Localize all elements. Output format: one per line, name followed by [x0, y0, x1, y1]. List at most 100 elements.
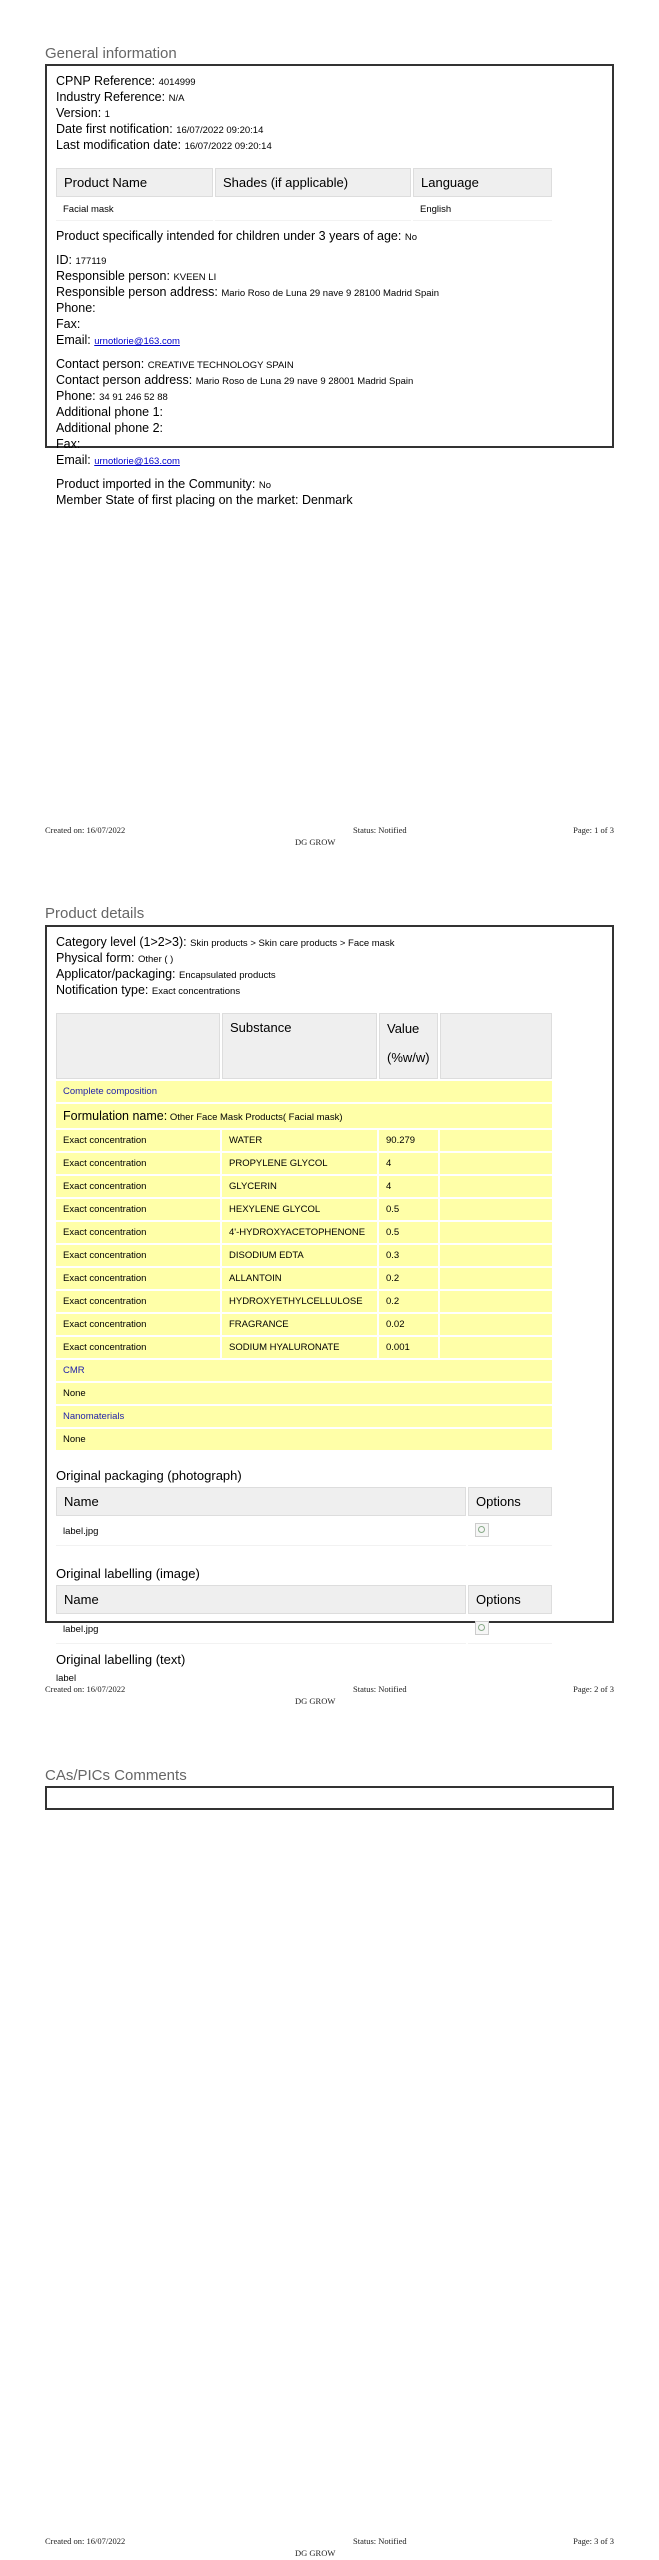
- contact-field: Phone: 34 91 246 52 88: [56, 389, 168, 403]
- contact-field: Contact person address: Mario Roso de Lu…: [56, 373, 414, 387]
- responsible-field: Fax:: [56, 317, 81, 331]
- substance-name: GLYCERIN: [222, 1176, 377, 1197]
- contact-field: Additional phone 2:: [56, 421, 164, 435]
- section-title-general: General information: [45, 45, 177, 62]
- product-field: Notification type: Exact concentrations: [56, 983, 241, 997]
- formulation-name: Formulation name: Other Face Mask Produc…: [56, 1104, 552, 1128]
- packaging-file-name: label.jpg: [56, 1518, 466, 1546]
- substance-name: HYDROXYETHYLCELLULOSE: [222, 1291, 377, 1312]
- labelling-image-title: Original labelling (image): [56, 1566, 200, 1581]
- labelling-text-value: label: [56, 1673, 77, 1684]
- magnify-view-icon[interactable]: [475, 1621, 489, 1635]
- shades-cell: [215, 199, 411, 221]
- composition-row: Exact concentration 4'-HYDROXYACETOPHENON…: [56, 1222, 552, 1243]
- substance-value: 0.001: [379, 1337, 438, 1358]
- contact-field: Contact person: CREATIVE TECHNOLOGY SPAI…: [56, 357, 294, 371]
- concentration-type: Exact concentration: [56, 1245, 220, 1266]
- cmr-label: CMR: [56, 1360, 552, 1381]
- table-row: label.jpg: [56, 1518, 552, 1546]
- general-field: Last modification date: 16/07/2022 09:20…: [56, 138, 272, 152]
- substance-value: 4: [379, 1176, 438, 1197]
- composition-row: Exact concentration HEXYLENE GLYCOL 0.5: [56, 1199, 552, 1220]
- substance-value: 0.3: [379, 1245, 438, 1266]
- children-field: Product specifically intended for childr…: [56, 229, 417, 243]
- substance-name: 4'-HYDROXYACETOPHENONE: [222, 1222, 377, 1243]
- concentration-type: Exact concentration: [56, 1153, 220, 1174]
- substance-name: DISODIUM EDTA: [222, 1245, 377, 1266]
- composition-row: Exact concentration HYDROXYETHYLCELLULOSE…: [56, 1291, 552, 1312]
- labelling-file-name: label.jpg: [56, 1616, 466, 1644]
- general-field: CPNP Reference: 4014999: [56, 74, 196, 88]
- concentration-type: Exact concentration: [56, 1199, 220, 1220]
- substance-name: WATER: [222, 1130, 377, 1151]
- composition-row: Exact concentration PROPYLENE GLYCOL 4: [56, 1153, 552, 1174]
- contact-email-field: Email: urnotlorie@163.com: [56, 453, 180, 467]
- header-substance: Substance: [222, 1013, 377, 1079]
- product-field: Physical form: Other ( ): [56, 951, 174, 965]
- concentration-type: Exact concentration: [56, 1176, 220, 1197]
- responsible-field: Responsible person: KVEEN LI: [56, 269, 217, 283]
- contact-field: Additional phone 1:: [56, 405, 164, 419]
- product-field: Applicator/packaging: Encapsulated produ…: [56, 967, 276, 981]
- general-info-box: CPNP Reference: 4014999 Industry Referenc…: [45, 64, 614, 507]
- complete-composition-label: Complete composition: [56, 1081, 552, 1102]
- header-language: Language: [413, 168, 552, 197]
- composition-row: Exact concentration DISODIUM EDTA 0.3: [56, 1245, 552, 1266]
- table-row: label.jpg: [56, 1616, 552, 1644]
- substance-name: FRAGRANCE: [222, 1314, 377, 1335]
- composition-row: Exact concentration SODIUM HYALURONATE 0.0…: [56, 1337, 552, 1358]
- concentration-type: Exact concentration: [56, 1268, 220, 1289]
- comments-box: [45, 1786, 614, 1810]
- imported-field: Product imported in the Community: No: [56, 477, 272, 491]
- substance-value: 0.5: [379, 1222, 438, 1243]
- concentration-type: Exact concentration: [56, 1314, 220, 1335]
- header-shades: Shades (if applicable): [215, 168, 411, 197]
- substance-value: 0.2: [379, 1268, 438, 1289]
- composition-row: Exact concentration WATER 90.279: [56, 1130, 552, 1151]
- member-state-field: Member State of first placing on the mar…: [56, 493, 353, 507]
- composition-row: Exact concentration GLYCERIN 4: [56, 1176, 552, 1197]
- concentration-type: Exact concentration: [56, 1291, 220, 1312]
- general-field: Date first notification: 16/07/2022 09:2…: [56, 122, 264, 136]
- substance-value: 90.279: [379, 1130, 438, 1151]
- substance-name: PROPYLENE GLYCOL: [222, 1153, 377, 1174]
- substance-value: 0.02: [379, 1314, 438, 1335]
- packaging-table: Name Options label.jpg: [54, 1485, 554, 1548]
- table-row: Facial mask English: [56, 199, 552, 221]
- composition-row: Exact concentration ALLANTOIN 0.2: [56, 1268, 552, 1289]
- cmr-value: None: [56, 1383, 552, 1404]
- concentration-type: Exact concentration: [56, 1130, 220, 1151]
- product-field: Category level (1>2>3): Skin products > …: [56, 935, 395, 949]
- responsible-field: Phone:: [56, 301, 96, 315]
- product-details-box: Category level (1>2>3): Skin products > …: [45, 925, 614, 1684]
- header-empty: [439, 1013, 552, 1079]
- header-type: [56, 1013, 220, 1079]
- responsible-field: ID: 177119: [56, 253, 107, 267]
- section-title-comments: CAs/PICs Comments: [45, 1767, 187, 1784]
- composition-table: Substance Value (%w/w) Complete compositi…: [54, 1011, 554, 1452]
- section-title-product: Product details: [45, 905, 145, 922]
- general-field: Version: 1: [56, 106, 110, 120]
- composition-row: Exact concentration FRAGRANCE 0.02: [56, 1314, 552, 1335]
- packaging-title: Original packaging (photograph): [56, 1468, 242, 1483]
- magnify-view-icon[interactable]: [475, 1523, 489, 1537]
- substance-value: 0.2: [379, 1291, 438, 1312]
- substance-name: ALLANTOIN: [222, 1268, 377, 1289]
- contact-field: Fax:: [56, 437, 81, 451]
- nanomaterials-label: Nanomaterials: [56, 1406, 552, 1427]
- substance-value: 4: [379, 1153, 438, 1174]
- substance-name: SODIUM HYALURONATE: [222, 1337, 377, 1358]
- contact-email-link[interactable]: urnotlorie@163.com: [94, 456, 180, 467]
- product-name-cell: Facial mask: [56, 199, 213, 221]
- responsible-email-field: Email: urnotlorie@163.com: [56, 333, 180, 347]
- substance-name: HEXYLENE GLYCOL: [222, 1199, 377, 1220]
- product-name-table: Product Name Shades (if applicable) Lang…: [54, 166, 554, 223]
- general-field: Industry Reference: N/A: [56, 90, 185, 104]
- labelling-image-table: Name Options label.jpg: [54, 1583, 554, 1646]
- labelling-text-title: Original labelling (text): [56, 1652, 186, 1667]
- responsible-field: Responsible person address: Mario Roso d…: [56, 285, 439, 299]
- substance-value: 0.5: [379, 1199, 438, 1220]
- concentration-type: Exact concentration: [56, 1222, 220, 1243]
- responsible-email-link[interactable]: urnotlorie@163.com: [94, 336, 180, 347]
- concentration-type: Exact concentration: [56, 1337, 220, 1358]
